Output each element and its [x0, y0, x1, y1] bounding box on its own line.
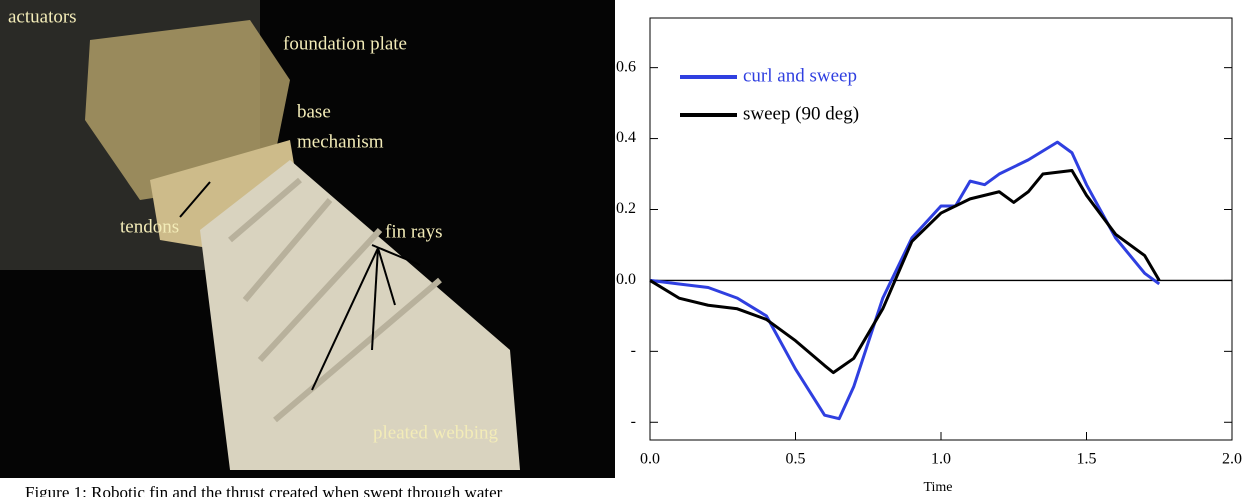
y-tick-label: - — [631, 342, 636, 359]
x-tick-label: 1.5 — [1077, 451, 1097, 468]
series-line — [649, 168, 1161, 375]
y-tick-label: 0.6 — [616, 58, 636, 75]
arrows — [179, 181, 421, 391]
photo-label: mechanism — [297, 131, 384, 152]
x-tick-label: 2.0 — [1222, 451, 1242, 468]
plot-frame — [649, 17, 1233, 441]
photo-label: pleated webbing — [373, 422, 499, 443]
photo-label: foundation plate — [283, 33, 407, 54]
x-tick-label: 0.5 — [786, 451, 806, 468]
series-line — [649, 140, 1161, 421]
pleats — [228, 177, 442, 423]
y-tick-label: 0.2 — [616, 200, 636, 217]
photo: actuators foundation plate base mechanis… — [0, 0, 615, 478]
photo-label: actuators — [8, 6, 77, 27]
chart: - - 0.0 0.2 0.4 0.6 0.0 0.5 1.0 1.5 2.0 Time curl an… — [616, 17, 1242, 495]
caption: Figure 1: Robotic fin and the thrust cre… — [25, 483, 503, 497]
y-tick-label: 0.0 — [616, 271, 636, 288]
legend-label: curl and sweep — [743, 65, 857, 86]
photo-label: base — [297, 101, 331, 122]
y-tick-label: 0.4 — [616, 129, 636, 146]
photo-label: tendons — [120, 216, 179, 237]
fin-webbing — [200, 160, 520, 470]
legend-label: sweep (90 deg) — [743, 103, 859, 124]
x-tick-label: 1.0 — [931, 451, 951, 468]
x-axis-label: Time — [923, 480, 952, 495]
photo-label: fin rays — [385, 221, 443, 242]
x-tick-label: 0.0 — [640, 451, 660, 468]
y-tick-label: - — [631, 413, 636, 430]
